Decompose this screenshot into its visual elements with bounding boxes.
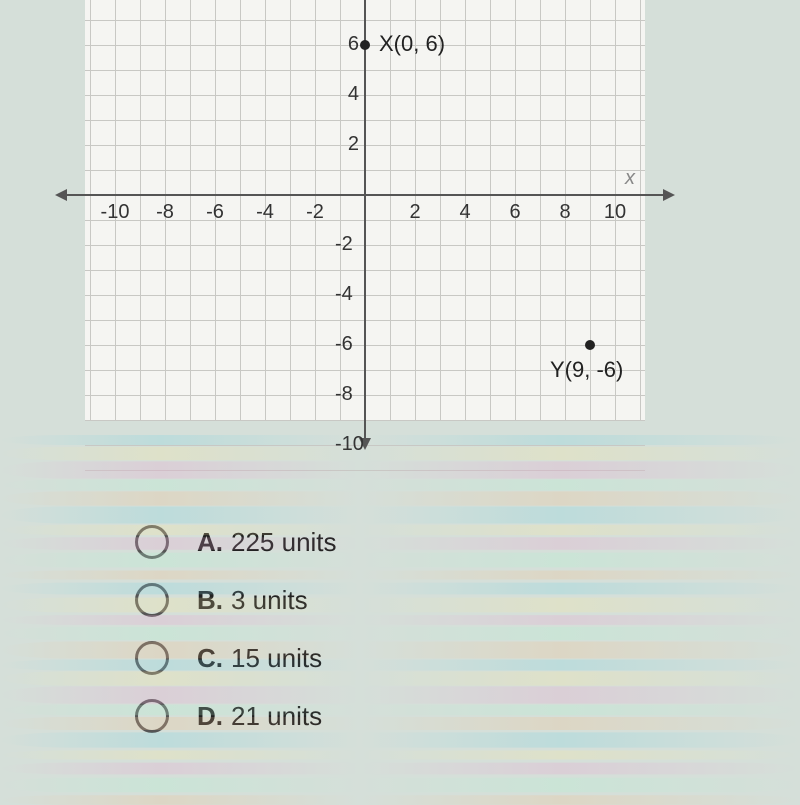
x-tick-label: -4 bbox=[256, 201, 274, 224]
y-axis bbox=[364, 0, 366, 440]
grid-line-vertical bbox=[540, 0, 541, 420]
x-tick-label: -6 bbox=[206, 201, 224, 224]
x-tick-label: 8 bbox=[559, 201, 570, 224]
x-axis-label: x bbox=[625, 167, 635, 190]
y-tick-label: 8 bbox=[348, 0, 359, 6]
grid-line-vertical bbox=[390, 0, 391, 420]
y-tick-label: -10 bbox=[335, 433, 364, 456]
grid-line-vertical bbox=[440, 0, 441, 420]
arrow-left-icon bbox=[55, 189, 67, 201]
grid-line-vertical bbox=[90, 0, 91, 420]
radio-icon[interactable] bbox=[135, 699, 169, 733]
answer-option[interactable]: D. 21 units bbox=[135, 699, 800, 733]
y-tick-label: 6 bbox=[348, 33, 359, 56]
grid-line-horizontal bbox=[85, 470, 645, 471]
answer-option[interactable]: B. 3 units bbox=[135, 583, 800, 617]
moire-band bbox=[0, 732, 800, 747]
point-label-y: Y(9, -6) bbox=[550, 357, 623, 383]
grid-line-vertical bbox=[640, 0, 641, 420]
point-x bbox=[360, 40, 370, 50]
answer-text: 21 units bbox=[231, 701, 322, 732]
y-tick-label: -8 bbox=[335, 383, 353, 406]
x-tick-label: -2 bbox=[306, 201, 324, 224]
y-tick-label: -6 bbox=[335, 333, 353, 356]
answer-letter: C. bbox=[197, 643, 223, 674]
x-tick-label: 4 bbox=[459, 201, 470, 224]
answer-letter: B. bbox=[197, 585, 223, 616]
point-label-x: X(0, 6) bbox=[379, 31, 445, 57]
grid-line-vertical bbox=[290, 0, 291, 420]
grid-line-vertical bbox=[140, 0, 141, 420]
coordinate-grid: -10-8-6-4-2246810108642-2-4-6-8-10xX(0, … bbox=[85, 0, 645, 420]
moire-band bbox=[0, 778, 800, 793]
answer-text: 3 units bbox=[231, 585, 308, 616]
x-tick-label: 2 bbox=[409, 201, 420, 224]
y-tick-label: -4 bbox=[335, 283, 353, 306]
radio-icon[interactable] bbox=[135, 583, 169, 617]
point-y bbox=[585, 340, 595, 350]
answer-letter: A. bbox=[197, 527, 223, 558]
arrow-right-icon bbox=[663, 189, 675, 201]
grid-line-vertical bbox=[490, 0, 491, 420]
moire-band bbox=[0, 491, 800, 505]
moire-band bbox=[0, 750, 800, 759]
moire-band bbox=[0, 507, 800, 524]
radio-icon[interactable] bbox=[135, 525, 169, 559]
x-tick-label: 6 bbox=[509, 201, 520, 224]
grid-line-vertical bbox=[240, 0, 241, 420]
radio-icon[interactable] bbox=[135, 641, 169, 675]
x-tick-label: 10 bbox=[604, 201, 626, 224]
y-tick-label: -2 bbox=[335, 233, 353, 256]
y-tick-label: 2 bbox=[348, 133, 359, 156]
answer-option[interactable]: A. 225 units bbox=[135, 525, 800, 559]
answer-text: 15 units bbox=[231, 643, 322, 674]
moire-band bbox=[0, 763, 800, 775]
answer-text: 225 units bbox=[231, 527, 337, 558]
grid-line-vertical bbox=[190, 0, 191, 420]
x-tick-label: -8 bbox=[156, 201, 174, 224]
moire-band bbox=[0, 447, 800, 461]
moire-band bbox=[0, 480, 800, 491]
moire-band bbox=[0, 435, 800, 445]
answer-letter: D. bbox=[197, 701, 223, 732]
moire-band bbox=[0, 795, 800, 804]
grid-line-vertical bbox=[340, 0, 341, 420]
x-tick-label: -10 bbox=[101, 201, 130, 224]
answer-option[interactable]: C. 15 units bbox=[135, 641, 800, 675]
answer-choices: A. 225 units B. 3 units C. 15 units D. 21 u… bbox=[135, 525, 800, 733]
y-tick-label: 4 bbox=[348, 83, 359, 106]
